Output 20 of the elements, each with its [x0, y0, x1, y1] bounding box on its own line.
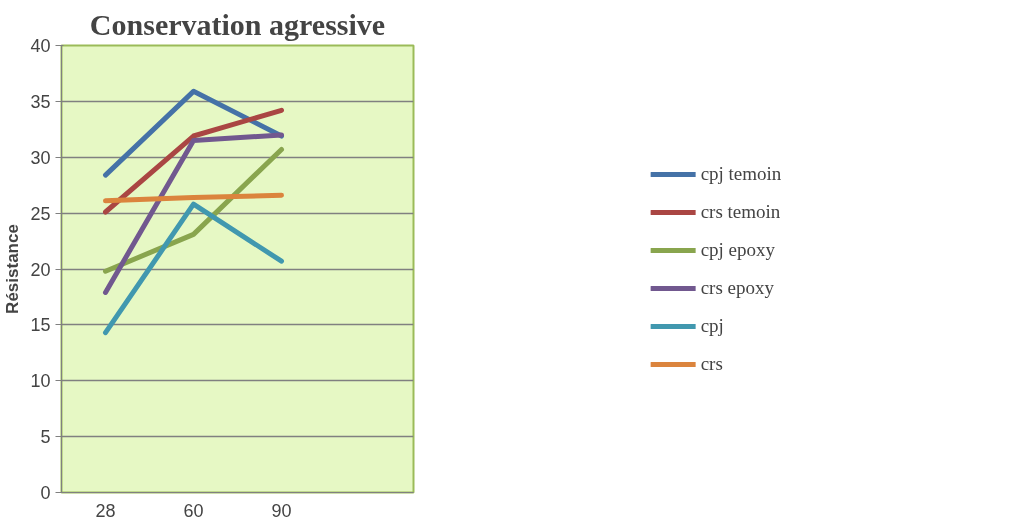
y-tick-label: 0 — [40, 483, 51, 503]
y-tick-label: 20 — [30, 259, 51, 280]
x-tick-label: 60 — [183, 500, 204, 519]
y-tick-label: 25 — [30, 203, 51, 224]
y-tick-label: 35 — [30, 91, 51, 112]
y-tick-label: 30 — [30, 147, 51, 168]
y-tick-label: 40 — [30, 36, 51, 56]
y-axis-title: Résistance — [3, 224, 23, 314]
chart-title: Conservation agressive — [89, 7, 386, 41]
legend-label: cpj epoxy — [700, 238, 776, 261]
x-tick-label: 28 — [95, 500, 116, 519]
y-tick-label: 5 — [40, 427, 51, 448]
x-tick-label: 90 — [271, 500, 292, 519]
legend-label: cpj — [700, 314, 724, 337]
legend-label: crs epoxy — [700, 276, 774, 299]
legend-label: crs — [700, 352, 723, 375]
legend-label: cpj temoin — [700, 162, 782, 185]
y-tick-label: 10 — [30, 371, 51, 392]
legend-label: crs temoin — [700, 200, 781, 223]
y-tick-label: 15 — [30, 315, 51, 336]
